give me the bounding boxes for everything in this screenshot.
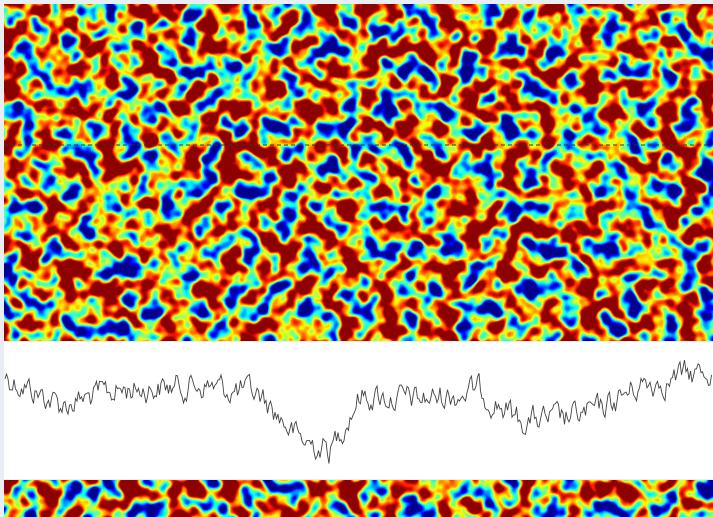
heatmap-texture [4,4,713,341]
heatmap-bottom [4,480,713,517]
heatmap-texture [4,480,713,517]
profile-line [4,359,712,464]
profile-panel [4,342,713,479]
heatmap-top [4,4,713,341]
